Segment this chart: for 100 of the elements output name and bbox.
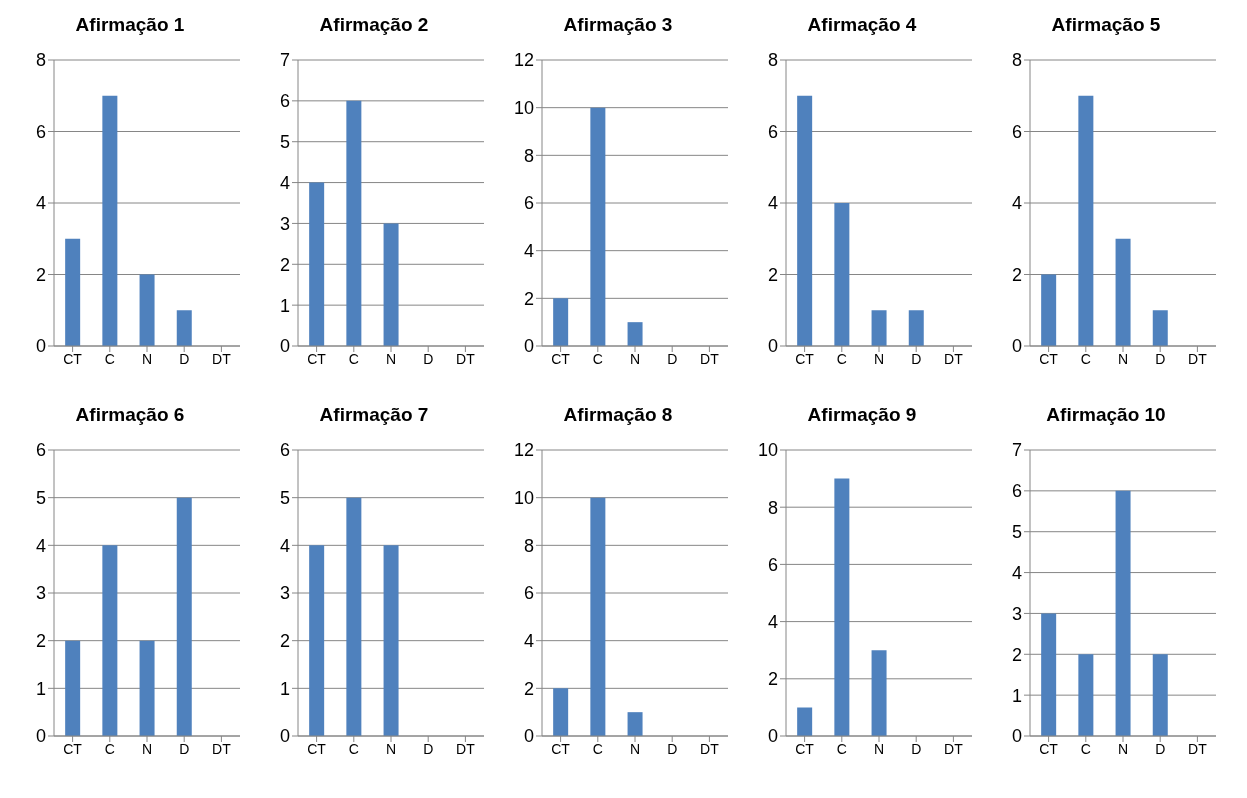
y-tick-label: 0 [279, 726, 290, 747]
x-tick-label: DT [212, 740, 232, 757]
x-tick-label: D [1155, 350, 1166, 367]
x-tick-label: N [385, 350, 397, 367]
y-tick-label: 2 [523, 678, 534, 699]
x-tick-label: DT [944, 350, 964, 367]
y-tick-label: 8 [35, 50, 46, 71]
x-tick-label: CT [795, 740, 815, 757]
y-tick-label: 3 [279, 213, 290, 234]
chart-title: Afirmação 8 [562, 403, 674, 427]
y-tick-label: 6 [1011, 481, 1022, 502]
x-tick-label: D [179, 740, 190, 757]
x-tick-label: D [911, 350, 922, 367]
x-tick-label: C [836, 350, 847, 367]
y-tick-label: 5 [1011, 522, 1022, 543]
y-tick-label: 10 [513, 98, 534, 119]
y-tick-label: 1 [35, 678, 46, 699]
y-tick-label: 8 [1011, 50, 1022, 71]
bar [309, 182, 325, 346]
chart-title: Afirmação 10 [1045, 403, 1167, 427]
chart-title: Afirmação 1 [74, 13, 186, 37]
y-tick-label: 1 [1011, 685, 1022, 706]
chart-title: Afirmação 5 [1050, 13, 1162, 37]
chart-title: Afirmação 3 [562, 13, 674, 37]
y-tick-label: 12 [513, 50, 534, 71]
y-tick-label: 6 [279, 91, 290, 112]
x-tick-label: N [385, 740, 397, 757]
x-tick-label: DT [700, 740, 720, 757]
y-tick-label: 0 [767, 336, 778, 357]
bar [1041, 613, 1057, 736]
bar [1115, 238, 1131, 346]
x-tick-label: CT [1039, 740, 1059, 757]
x-tick-label: D [667, 350, 678, 367]
y-tick-label: 6 [35, 440, 46, 461]
y-tick-label: 4 [523, 241, 534, 262]
x-tick-label: DT [1188, 350, 1208, 367]
y-tick-label: 4 [767, 611, 778, 632]
y-tick-label: 10 [513, 488, 534, 509]
x-tick-label: D [911, 740, 922, 757]
chart-title: Afirmação 4 [806, 13, 918, 37]
x-tick-label: C [592, 350, 603, 367]
y-tick-label: 8 [767, 50, 778, 71]
bar [908, 310, 924, 346]
y-tick-label: 3 [279, 583, 290, 604]
bar [102, 545, 118, 736]
bar [590, 107, 606, 346]
bar [553, 688, 569, 736]
bar [1078, 654, 1094, 736]
bar [1152, 654, 1168, 736]
x-tick-label: C [1080, 740, 1091, 757]
bar [1115, 490, 1131, 736]
x-tick-label: D [423, 350, 434, 367]
y-tick-label: 5 [35, 488, 46, 509]
y-tick-label: 6 [35, 121, 46, 142]
x-tick-label: D [179, 350, 190, 367]
y-tick-label: 2 [767, 669, 778, 690]
y-tick-label: 2 [279, 631, 290, 652]
x-tick-label: N [1117, 740, 1129, 757]
y-tick-label: 1 [279, 678, 290, 699]
bar [871, 650, 887, 736]
y-tick-label: 5 [279, 488, 290, 509]
x-tick-label: C [592, 740, 603, 757]
y-tick-label: 0 [1011, 336, 1022, 357]
y-tick-label: 2 [1011, 644, 1022, 665]
x-tick-label: CT [551, 350, 571, 367]
bar [553, 298, 569, 346]
y-tick-label: 0 [523, 726, 534, 747]
x-tick-label: N [629, 740, 641, 757]
x-tick-label: D [1155, 740, 1166, 757]
y-tick-label: 4 [1011, 562, 1022, 583]
y-tick-label: 2 [1011, 264, 1022, 285]
x-tick-label: CT [307, 350, 327, 367]
bar [834, 203, 850, 346]
bar [627, 322, 643, 346]
chart-title: Afirmação 6 [74, 403, 186, 427]
y-tick-label: 0 [523, 336, 534, 357]
x-tick-label: DT [456, 350, 476, 367]
x-tick-label: C [104, 350, 115, 367]
bar [1152, 310, 1168, 346]
x-tick-label: N [629, 350, 641, 367]
x-tick-label: C [836, 740, 847, 757]
x-tick-label: C [348, 350, 359, 367]
y-tick-label: 10 [757, 440, 778, 461]
x-tick-label: C [104, 740, 115, 757]
x-tick-label: N [1117, 350, 1129, 367]
x-tick-label: N [141, 740, 153, 757]
x-tick-label: DT [944, 740, 964, 757]
x-tick-label: CT [63, 350, 83, 367]
y-tick-label: 6 [767, 554, 778, 575]
x-tick-label: CT [307, 740, 327, 757]
x-tick-label: CT [63, 740, 83, 757]
y-tick-label: 6 [523, 583, 534, 604]
y-tick-label: 0 [35, 726, 46, 747]
y-tick-label: 12 [513, 440, 534, 461]
bar [590, 497, 606, 736]
x-tick-label: N [873, 740, 885, 757]
bar [65, 238, 81, 346]
y-tick-label: 0 [279, 336, 290, 357]
y-tick-label: 4 [279, 172, 290, 193]
y-tick-label: 1 [279, 295, 290, 316]
